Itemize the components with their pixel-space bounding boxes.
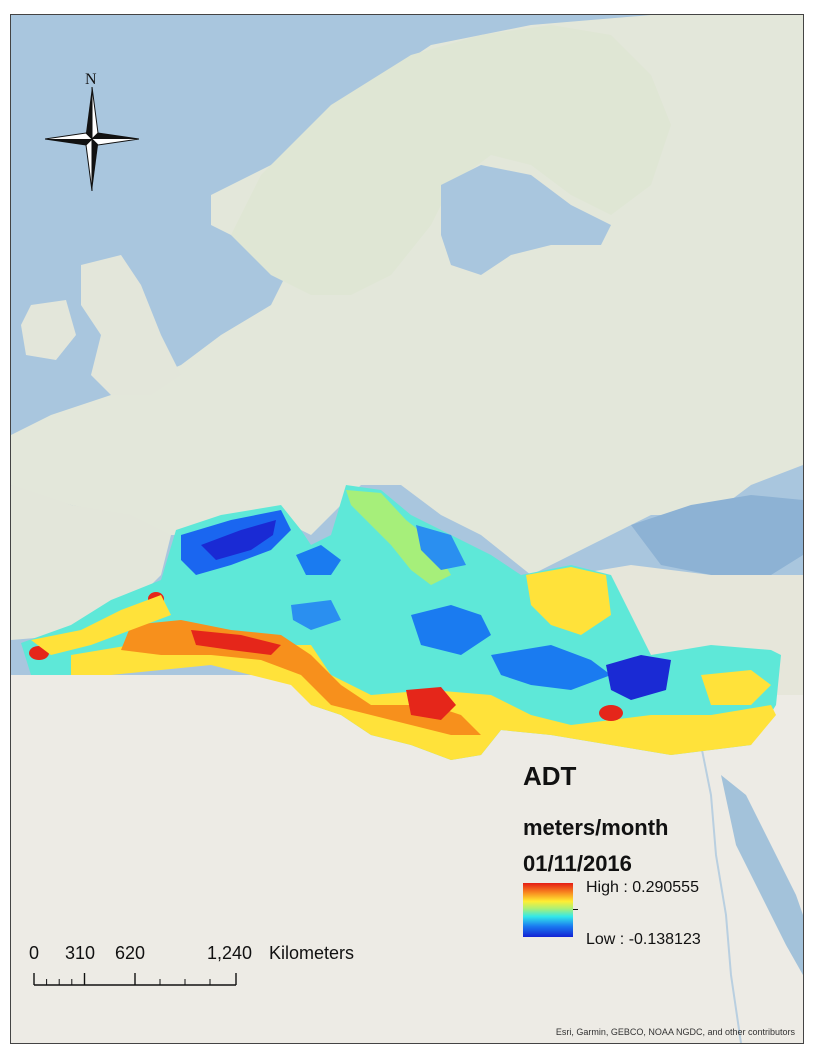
black-sea — [631, 495, 803, 575]
adt-raster[interactable] — [21, 485, 781, 760]
adt-deepblue-gulf-of-lion — [201, 520, 276, 560]
adt-blue-adriatic — [416, 525, 466, 570]
legend-high-label: High : 0.290555 — [586, 879, 699, 896]
adt-red-hotspot-levant — [599, 705, 623, 721]
adt-blue-sicily — [291, 600, 341, 630]
ireland-land — [21, 300, 76, 360]
adt-red-hotspot-libya — [406, 687, 456, 720]
scale-tick-620: 620 — [115, 943, 146, 963]
adt-yellow-aegean — [526, 567, 611, 635]
adt-yellow-north-west — [31, 595, 171, 655]
scale-tick-310: 310 — [65, 943, 96, 963]
scale-tick-1240: 1,240 — [207, 943, 253, 963]
scale-tick-0: 0 — [29, 943, 40, 963]
red-sea — [721, 775, 803, 975]
adt-blue-tyrrhenian — [296, 545, 341, 575]
adt-red-hotspot-algeria — [191, 630, 281, 655]
legend-date: 01/11/2016 — [523, 851, 632, 876]
adt-blue-ionian — [411, 605, 491, 655]
scale-bar — [33, 973, 237, 986]
scale-unit: Kilometers — [269, 943, 355, 963]
map-frame[interactable]: N ADT meters/month 01/11/2016 High : 0.2… — [10, 14, 804, 1044]
north-arrow-label: N — [85, 71, 97, 88]
adt-orange-south — [121, 620, 481, 735]
adt-blue-cretan — [491, 645, 611, 690]
adt-deepblue-rhodes — [606, 655, 671, 700]
map-attribution: Esri, Garmin, GEBCO, NOAA NGDC, and othe… — [555, 1027, 795, 1037]
nile-river — [700, 744, 742, 1043]
basemap[interactable] — [11, 15, 803, 1043]
baltic-sea — [441, 165, 611, 275]
british-isles-land — [81, 255, 181, 395]
adt-yellow-cyprus — [701, 670, 771, 705]
legend-low-label: Low : -0.138123 — [586, 931, 701, 948]
legend-units: meters/month — [523, 815, 669, 840]
legend-color-ramp — [523, 883, 573, 937]
adt-green-adriatic — [346, 490, 451, 585]
legend-title: ADT — [523, 761, 577, 791]
legend-ramp-tick — [573, 909, 578, 910]
north-arrow-icon — [45, 87, 139, 191]
scandinavia-land — [231, 25, 671, 295]
